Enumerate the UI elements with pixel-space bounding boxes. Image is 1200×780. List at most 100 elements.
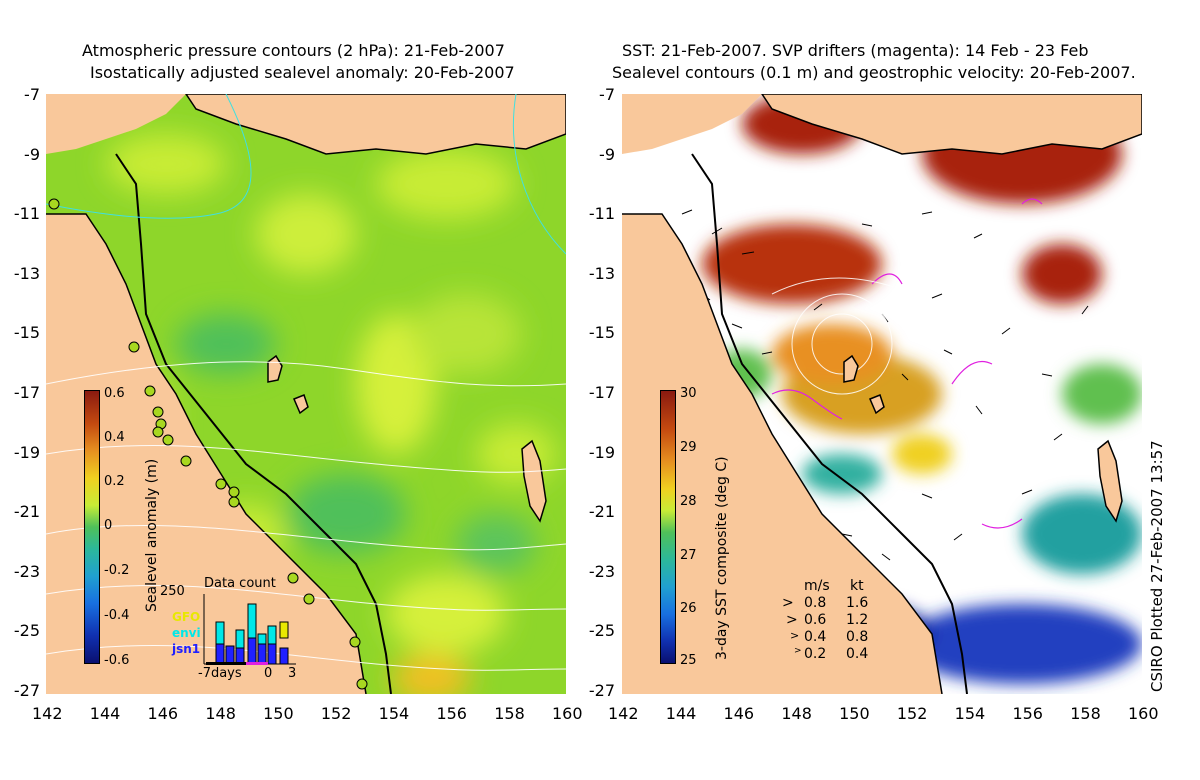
lon-tick: 156 <box>1012 704 1043 723</box>
velocity-legend-arrow: > <box>782 595 794 611</box>
left-colorbar <box>84 390 100 664</box>
left-cb-tick: 0.2 <box>104 474 125 489</box>
right-title-line2: Sealevel contours (0.1 m) and geostrophi… <box>612 63 1136 82</box>
lat-tick: -7 <box>24 85 40 104</box>
cyan-contours <box>46 94 566 255</box>
lat-tick: -13 <box>13 263 40 283</box>
lon-tick: 152 <box>896 704 928 723</box>
left-cb-tick: -0.4 <box>104 608 130 623</box>
left-cb-label: Sealevel anomaly (m) <box>144 458 160 612</box>
velocity-legend-header-ms: m/s <box>804 578 830 594</box>
lat-tick: -23 <box>588 561 615 581</box>
velocity-legend: m/s kt > 0.8 1.6 > 0.6 1.2 > 0.4 0.8 > 0… <box>780 578 890 668</box>
lon-tick: 146 <box>147 704 179 723</box>
lon-tick: 154 <box>954 704 986 723</box>
velocity-legend-kt: 1.2 <box>846 612 869 628</box>
lon-tick: 144 <box>89 704 121 723</box>
lat-tick: -27 <box>588 681 615 700</box>
new-guinea-land <box>761 94 1142 155</box>
velocity-legend-ms: 0.6 <box>804 612 827 628</box>
left-sealevel-map[interactable] <box>46 94 566 694</box>
lat-tick: -25 <box>13 621 40 641</box>
lat-tick: -15 <box>13 323 40 343</box>
lon-tick: 146 <box>723 704 755 723</box>
sealevel-contours <box>771 277 953 395</box>
sat-envi: envi <box>172 626 201 640</box>
lon-tick: 160 <box>1128 704 1159 723</box>
velocity-legend-arrow: > <box>786 612 798 628</box>
lon-tick: 142 <box>608 704 639 723</box>
reef-island <box>293 394 309 415</box>
lon-tick: 158 <box>494 704 525 723</box>
lon-tick: 148 <box>781 704 812 723</box>
lat-tick: -17 <box>588 383 615 402</box>
svp-drifters <box>771 198 1043 529</box>
left-title-line2: Isostatically adjusted sealevel anomaly:… <box>90 63 515 82</box>
data-count-x-label: 0 <box>264 666 273 681</box>
coastline <box>622 213 943 694</box>
data-count-title: Data count <box>204 576 276 591</box>
csiro-plot-stamp: CSIRO Plotted 27-Feb-2007 13:57 <box>1148 440 1166 692</box>
lat-tick: -11 <box>13 204 40 224</box>
velocity-legend-kt: 0.8 <box>846 629 869 645</box>
right-colorbar <box>660 390 676 664</box>
lat-tick: -15 <box>588 323 615 343</box>
right-cb-label: 3-day SST composite (deg C) <box>714 456 730 660</box>
right-sst-map[interactable] <box>622 94 1142 694</box>
left-title-line1: Atmospheric pressure contours (2 hPa): 2… <box>82 41 505 60</box>
new-guinea-land <box>185 94 566 155</box>
data-count-x-label: -7days <box>198 666 242 681</box>
velocity-legend-arrow: > <box>790 629 800 642</box>
left-cb-tick: -0.2 <box>104 563 130 578</box>
right-cb-tick: 28 <box>680 494 697 509</box>
left-cb-tick: 0.6 <box>104 386 125 401</box>
data-count-x-label: 3 <box>288 666 297 681</box>
lat-tick: -21 <box>588 502 615 522</box>
right-cb-tick: 25 <box>680 653 697 668</box>
lon-tick: 158 <box>1070 704 1101 723</box>
lat-tick: -17 <box>13 383 40 402</box>
lat-tick: -23 <box>13 561 40 581</box>
velocity-legend-kt: 1.6 <box>846 595 869 611</box>
tide-gauges <box>48 198 368 690</box>
lat-tick: -25 <box>588 621 615 641</box>
coastline <box>46 213 367 694</box>
lon-tick: 160 <box>552 704 583 723</box>
right-cb-tick: 26 <box>680 601 697 616</box>
lon-tick: 156 <box>436 704 467 723</box>
new-caledonia <box>1097 439 1123 523</box>
velocity-legend-ms: 0.4 <box>804 629 827 645</box>
velocity-legend-ms: 0.8 <box>804 595 827 611</box>
velocity-legend-ms: 0.2 <box>804 646 827 662</box>
left-cb-tick: 0 <box>104 518 113 533</box>
lon-tick: 154 <box>378 704 410 723</box>
right-title-line1: SST: 21-Feb-2007. SVP drifters (magenta)… <box>622 41 1089 60</box>
lon-tick: 152 <box>320 704 352 723</box>
left-cb-tick: 0.4 <box>104 430 125 445</box>
left-cb-tick: -0.6 <box>104 653 130 668</box>
reef-island <box>843 354 859 383</box>
new-caledonia <box>521 439 547 523</box>
velocity-legend-header-kt: kt <box>850 578 864 594</box>
lon-tick: 144 <box>665 704 697 723</box>
shelf-contour <box>691 153 968 694</box>
reef-island <box>869 394 885 415</box>
velocity-legend-kt: 0.4 <box>846 646 869 662</box>
right-cb-tick: 27 <box>680 548 697 563</box>
lat-tick: -19 <box>588 442 615 462</box>
right-map-canvas <box>622 94 1142 694</box>
data-count-inset: Data count 250 GFO envi jsn1 -7days 0 3 <box>160 576 300 683</box>
velocity-legend-arrow: > <box>794 646 802 656</box>
lon-tick: 150 <box>263 704 294 723</box>
lon-tick: 142 <box>32 704 63 723</box>
data-count-bars <box>203 594 296 665</box>
lon-tick: 150 <box>839 704 870 723</box>
data-count-max: 250 <box>160 584 185 599</box>
right-cb-tick: 29 <box>680 440 697 455</box>
left-map-canvas <box>46 94 566 694</box>
lat-tick: -11 <box>588 204 615 224</box>
lat-tick: -9 <box>24 144 40 164</box>
pressure-contours <box>46 361 566 671</box>
sat-gfo: GFO <box>172 610 201 624</box>
lat-tick: -13 <box>588 263 615 283</box>
